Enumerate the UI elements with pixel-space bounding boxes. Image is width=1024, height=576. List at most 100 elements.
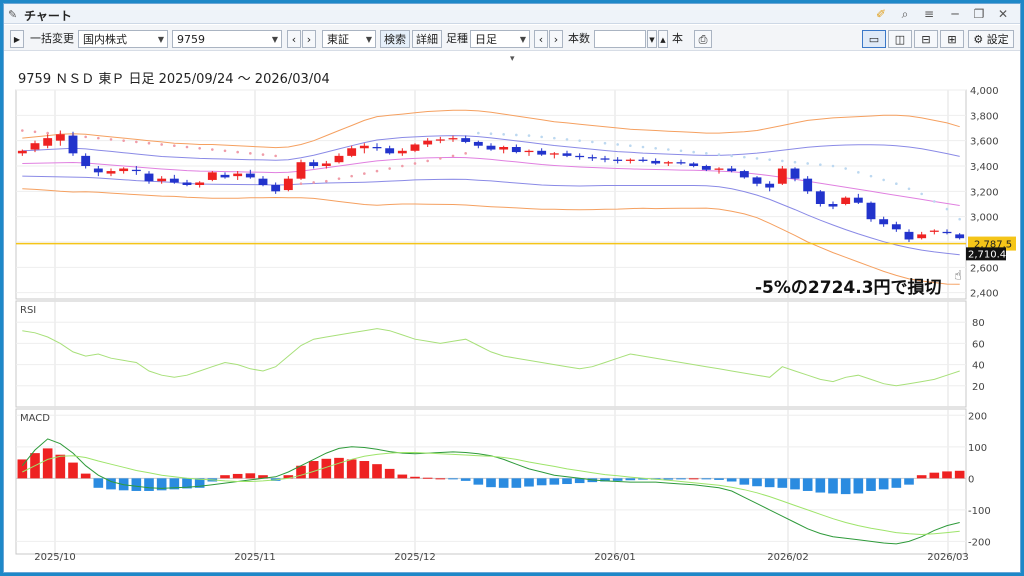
rsi-tick-label: 60 (972, 339, 985, 350)
sar-dot (755, 157, 759, 160)
candle-body (461, 138, 471, 142)
x-tick-label: 2025/11 (234, 552, 276, 563)
chart-window: ✎ チャート ✐ ⌕ ≡ ─ ❐ ✕ ▶ 一括変更 国内株式 ▼ 9759 ▼ ‹ … (3, 3, 1021, 573)
macd-histogram-bar (625, 478, 636, 481)
macd-histogram-bar (891, 478, 902, 488)
macd-histogram-bar (460, 478, 471, 481)
sar-dot (122, 139, 125, 142)
sar-dot (97, 136, 100, 140)
bars-spin-up[interactable]: ▲ (658, 30, 668, 48)
candle-body (600, 158, 610, 160)
candle-body (853, 197, 863, 203)
prev-period-button[interactable]: ‹ (534, 30, 548, 48)
current-price-badge-text: 2,787.5 (974, 240, 1012, 251)
detail-button[interactable]: 詳細 (412, 30, 442, 48)
sar-dot (717, 153, 721, 156)
macd-histogram-bar (194, 478, 205, 488)
macd-histogram-bar (473, 478, 484, 485)
settings-button[interactable]: ⚙ 設定 (968, 30, 1014, 48)
rsi-tick-label: 20 (972, 382, 985, 393)
sar-dot (337, 177, 341, 180)
timeframe-select[interactable]: 日足 ▼ (470, 30, 530, 48)
restore-icon[interactable]: ❐ (973, 7, 985, 21)
rsi-tick-label: 80 (972, 318, 985, 329)
candle-body (258, 178, 268, 185)
minimize-icon[interactable]: ─ (951, 7, 959, 21)
collapse-button[interactable]: ▶ (10, 30, 24, 48)
sar-dot (692, 150, 695, 154)
price-tick-label: 3,000 (970, 213, 999, 224)
candle-body (739, 171, 749, 178)
exchange-select-value: 東証 (327, 33, 349, 46)
prev-code-button[interactable]: ‹ (287, 30, 301, 48)
sar-dot (616, 143, 619, 146)
macd-histogram-bar (55, 454, 66, 479)
print-icon[interactable]: ⎙ (694, 30, 712, 48)
bollinger-upper-2sigma (22, 109, 960, 149)
candle-body (17, 150, 27, 154)
layout-grid-icon[interactable]: ⊞ (940, 30, 964, 48)
candle-body (752, 177, 762, 184)
search-button[interactable]: 検索 (380, 30, 410, 48)
toolbar: ▶ 一括変更 国内株式 ▼ 9759 ▼ ‹ › 東証 ▼ 検索 詳細 足種 日足 ▼ … (4, 25, 1020, 51)
layout-split-horizontal-icon[interactable]: ⊟ (914, 30, 938, 48)
price-tick-label: 3,200 (970, 187, 999, 198)
sar-dot (21, 129, 24, 132)
chart-svg[interactable]: 2025/10 2025/11 2025/12 2026/01 2026/02 2026/… (10, 54, 1016, 570)
candle-body (309, 162, 319, 166)
macd-histogram-bar (308, 461, 319, 479)
candle-body (651, 160, 661, 164)
candle-body (435, 139, 445, 141)
next-code-button[interactable]: › (302, 30, 316, 48)
candle-body (131, 169, 141, 172)
macd-histogram-bar (106, 478, 116, 490)
sar-dot (413, 162, 417, 165)
market-select-value: 国内株式 (83, 33, 127, 46)
macd-histogram-bar (701, 478, 712, 480)
candle-body (714, 168, 724, 170)
layout-single-icon[interactable]: ▭ (862, 30, 886, 48)
next-period-button[interactable]: › (549, 30, 563, 48)
candle-body (106, 171, 116, 174)
layout-split-vertical-icon[interactable]: ◫ (888, 30, 912, 48)
bars-label: 本数 (568, 32, 590, 45)
macd-tick-label: -200 (968, 537, 991, 548)
pin-icon[interactable]: ✐ (875, 7, 887, 21)
bulk-change-label[interactable]: 一括変更 (30, 32, 74, 45)
macd-histogram-bar (334, 457, 344, 479)
candle-body (119, 168, 129, 172)
bars-spin-down[interactable]: ▼ (647, 30, 657, 48)
sar-dot (312, 181, 315, 184)
sar-dot (907, 187, 911, 191)
price-tick-label: 3,600 (970, 137, 999, 148)
candle-body (43, 138, 53, 146)
macd-histogram-bar (790, 478, 800, 490)
splitter-grip-icon[interactable]: ▾ (510, 54, 515, 64)
market-select[interactable]: 国内株式 ▼ (78, 30, 168, 48)
candle-body (663, 162, 673, 164)
macd-histogram-bar (422, 477, 433, 479)
candle-body (803, 178, 813, 192)
sar-dot (882, 178, 885, 182)
x-tick-label: 2026/02 (767, 552, 809, 563)
macd-histogram-bar (410, 476, 420, 479)
sar-dot (819, 163, 822, 167)
candle-body (676, 162, 686, 164)
sar-dot (274, 154, 277, 158)
sar-dot (945, 207, 949, 211)
search-icon[interactable]: ⌕ (901, 7, 909, 21)
candle-body (81, 155, 91, 166)
candle-body (562, 153, 572, 156)
exchange-select[interactable]: 東証 ▼ (322, 30, 376, 48)
menu-icon[interactable]: ≡ (923, 7, 935, 21)
candle-body (524, 150, 534, 153)
candle-body (537, 150, 547, 155)
sar-dot (135, 140, 138, 144)
bars-input[interactable] (594, 30, 646, 48)
candle-body (283, 178, 293, 191)
code-input[interactable]: 9759 ▼ (172, 30, 282, 48)
close-icon[interactable]: ✕ (997, 7, 1009, 21)
macd-histogram-bar (372, 464, 382, 479)
macd-histogram-bar (562, 478, 572, 485)
macd-histogram-bar (232, 473, 243, 479)
